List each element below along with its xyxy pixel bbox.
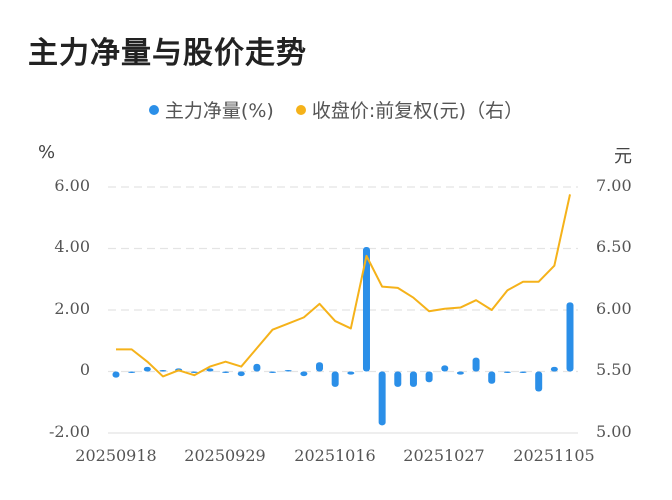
price-line (116, 194, 571, 378)
bar (206, 368, 214, 372)
gridlines (108, 186, 578, 434)
right-axis-unit: 元 (614, 146, 632, 167)
bar (456, 371, 464, 375)
bar (253, 363, 261, 372)
bar (128, 371, 136, 374)
x-tick: 20250929 (184, 446, 266, 465)
bar (237, 371, 245, 377)
left-tick: 6.00 (54, 176, 90, 195)
x-tick: 20251027 (403, 446, 485, 465)
right-tick: 6.00 (596, 299, 632, 318)
legend: 主力净量(%) 收盘价:前复权(元)（右） (0, 96, 672, 123)
x-tick: 20251016 (294, 446, 376, 465)
left-tick: -2.00 (48, 422, 90, 441)
bar (488, 371, 496, 384)
bar (222, 371, 230, 373)
bar (347, 371, 355, 375)
x-tick: 20251105 (513, 446, 595, 465)
bar (378, 371, 386, 426)
bar (535, 371, 543, 392)
right-tick: 5.50 (596, 360, 632, 379)
legend-item-net-flow[interactable]: 主力净量(%) (148, 96, 274, 123)
bar (394, 371, 402, 387)
bar-series (112, 246, 574, 426)
bar (190, 371, 198, 373)
bar (425, 371, 433, 383)
left-tick: 2.00 (54, 299, 90, 318)
legend-item-close-price[interactable]: 收盘价:前复权(元)（右） (295, 96, 524, 123)
bar (331, 371, 339, 387)
legend-label: 收盘价:前复权(元)（右） (311, 100, 524, 122)
left-tick: 4.00 (54, 237, 90, 256)
bar (300, 371, 308, 377)
bar (316, 362, 324, 372)
bar (159, 369, 167, 372)
legend-dot-blue-icon (148, 104, 159, 115)
left-axis-unit: % (38, 142, 56, 163)
bar (550, 366, 558, 372)
bar (441, 365, 449, 372)
legend-label: 主力净量(%) (164, 100, 274, 122)
left-tick: 0 (79, 360, 90, 379)
bar (269, 371, 277, 373)
right-tick: 7.00 (596, 176, 632, 195)
bar (503, 371, 511, 374)
bar (566, 302, 574, 372)
chart-title: 主力净量与股价走势 (28, 36, 307, 71)
bar (519, 371, 527, 374)
bar (284, 370, 292, 372)
bar (472, 357, 480, 372)
bar (409, 371, 417, 387)
bar (112, 371, 120, 378)
right-tick: 6.50 (596, 237, 632, 256)
bar (362, 246, 370, 372)
legend-dot-orange-icon (295, 104, 306, 115)
x-tick: 20250918 (75, 446, 157, 465)
bar (143, 366, 151, 372)
right-tick: 5.00 (596, 422, 632, 441)
